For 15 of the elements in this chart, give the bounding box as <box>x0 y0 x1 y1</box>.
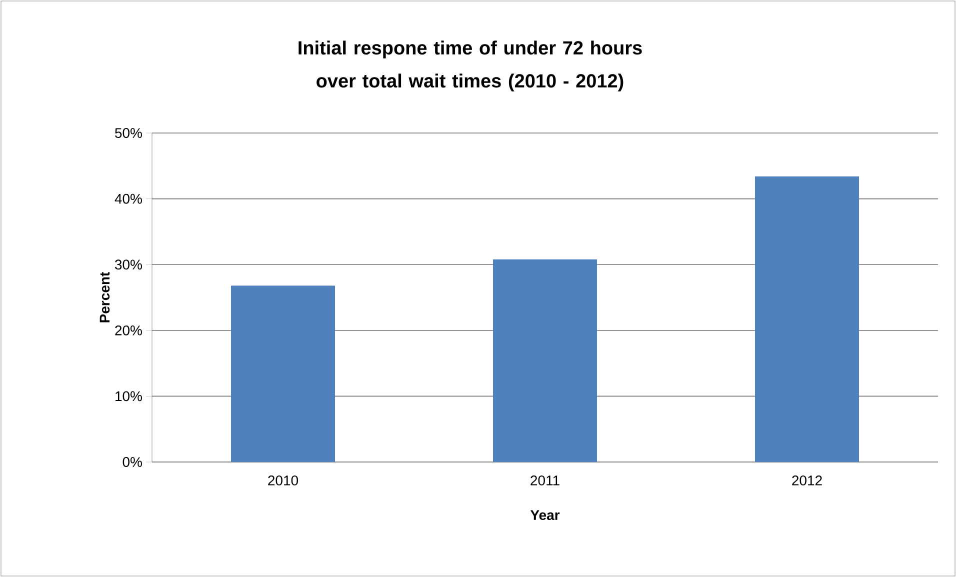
y-tick-label: 0% <box>122 457 142 467</box>
y-tick-label: 30% <box>114 260 142 270</box>
x-axis-title: Year <box>530 510 560 520</box>
y-axis-title: Percent <box>100 272 110 322</box>
chart-title: Initial respone time of under 72 hours over total wait times (2010 - 2012) <box>298 40 642 92</box>
bar <box>493 259 598 462</box>
y-tick-label: 40% <box>114 194 142 204</box>
y-tick-label: 20% <box>115 325 142 336</box>
y-tick-label: 50% <box>115 128 142 138</box>
y-tick-label: 10% <box>116 391 142 402</box>
bar <box>231 286 336 462</box>
x-tick-label: 2010 <box>268 476 298 486</box>
x-tick-label: 2011 <box>530 476 560 486</box>
bar <box>755 176 860 462</box>
x-tick-label: 2012 <box>792 476 822 486</box>
